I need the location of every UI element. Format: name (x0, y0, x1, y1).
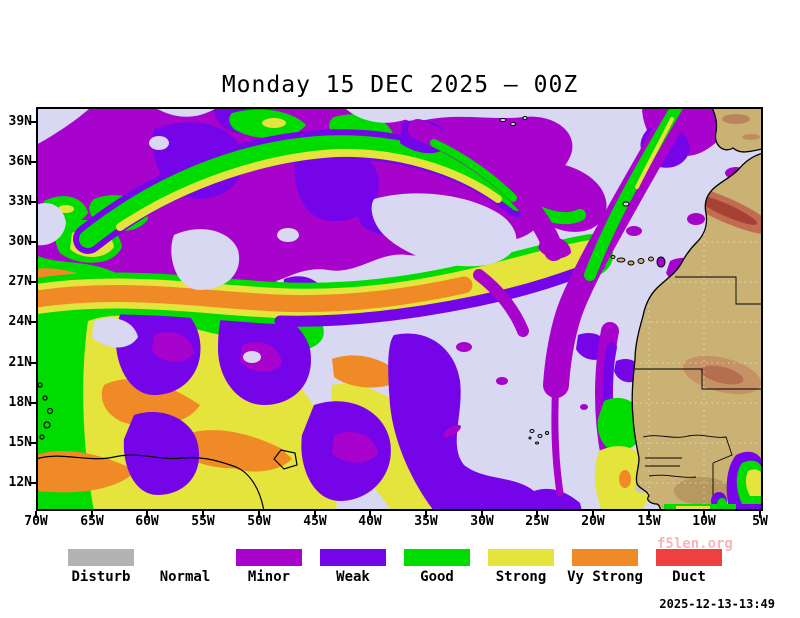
lon-label: 60W (135, 514, 159, 529)
legend-label: Weak (336, 569, 370, 585)
lon-tick (481, 511, 483, 518)
lat-tick (29, 241, 36, 243)
legend-swatch (404, 549, 470, 566)
lat-label: 39N (8, 114, 32, 129)
legend-label: Disturb (71, 569, 131, 585)
lon-tick (369, 511, 371, 518)
legend-item-weak: Weak (314, 549, 392, 585)
lon-label: 45W (303, 514, 327, 529)
legend-swatch (488, 549, 554, 566)
tropo-map-canvas (36, 107, 763, 511)
lat-label: 27N (8, 274, 32, 289)
lat-tick (29, 281, 36, 283)
lon-label: 15W (637, 514, 661, 529)
legend-item-strong: Strong (482, 549, 560, 585)
lat-tick (29, 442, 36, 444)
lat-label: 30N (8, 234, 32, 249)
lat-label: 36N (8, 154, 32, 169)
lon-label: 20W (581, 514, 605, 529)
lon-label: 50W (247, 514, 271, 529)
legend-label: Vy Strong (567, 569, 643, 585)
lat-label: 33N (8, 194, 32, 209)
lon-tick (425, 511, 427, 518)
lat-tick (29, 482, 36, 484)
generation-timestamp: 2025-12-13-13:49 (659, 597, 775, 611)
lon-tick (202, 511, 204, 518)
lat-tick (29, 161, 36, 163)
legend-label: Minor (247, 569, 291, 585)
lon-tick (91, 511, 93, 518)
lat-tick (29, 201, 36, 203)
lat-tick (29, 321, 36, 323)
south-america-coastline (36, 382, 298, 511)
legend-swatch (320, 549, 386, 566)
legend-label: Good (420, 569, 454, 585)
lon-label: 25W (525, 514, 549, 529)
lon-label: 70W (24, 514, 48, 529)
legend-item-duct: Duct (650, 549, 728, 585)
legend-item-disturb: Disturb (62, 549, 140, 585)
legend-swatch (572, 549, 638, 566)
legend-swatch (68, 549, 134, 566)
azores-islands (499, 116, 528, 126)
legend-swatch (656, 549, 722, 566)
lat-tick (29, 402, 36, 404)
lon-label: 35W (414, 514, 438, 529)
lon-tick (146, 511, 148, 518)
legend-label: Normal (159, 569, 211, 585)
legend-item-vy-strong: Vy Strong (566, 549, 644, 585)
lon-label: 10W (692, 514, 716, 529)
legend-item-good: Good (398, 549, 476, 585)
lon-tick (703, 511, 705, 518)
sw-tropical-field (36, 252, 642, 511)
lon-tick (258, 511, 260, 518)
coastal-strip (580, 322, 651, 511)
lat-label: 21N (8, 355, 32, 370)
lon-tick (592, 511, 594, 518)
lat-tick (29, 362, 36, 364)
lon-label: 65W (80, 514, 104, 529)
lon-tick (759, 511, 761, 518)
map-area (36, 107, 763, 511)
lon-tick (314, 511, 316, 518)
canary-islands (610, 255, 666, 268)
lat-tick (29, 121, 36, 123)
lat-label: 12N (8, 475, 32, 490)
lat-label: 18N (8, 395, 32, 410)
legend-label: Strong (495, 569, 547, 585)
cape-verde-islands (528, 429, 549, 445)
nw-propagation-complex (36, 107, 613, 327)
lon-label: 5W (752, 514, 768, 529)
lon-tick (35, 511, 37, 518)
legend-item-minor: Minor (230, 549, 308, 585)
page-title: Monday 15 DEC 2025 – 00Z (221, 72, 579, 98)
lat-label: 15N (8, 435, 32, 450)
legend-label: Duct (672, 569, 706, 585)
map-frame (36, 107, 763, 511)
lat-label: 24N (8, 314, 32, 329)
lon-label: 30W (470, 514, 494, 529)
legend: Disturb Normal Minor Weak Good Strong Vy… (62, 549, 728, 585)
lon-tick (648, 511, 650, 518)
madeira-island (622, 201, 630, 207)
lon-label: 40W (358, 514, 382, 529)
legend-swatch (236, 549, 302, 566)
legend-item-normal: Normal (146, 549, 224, 585)
lon-label: 55W (191, 514, 215, 529)
lon-tick (536, 511, 538, 518)
